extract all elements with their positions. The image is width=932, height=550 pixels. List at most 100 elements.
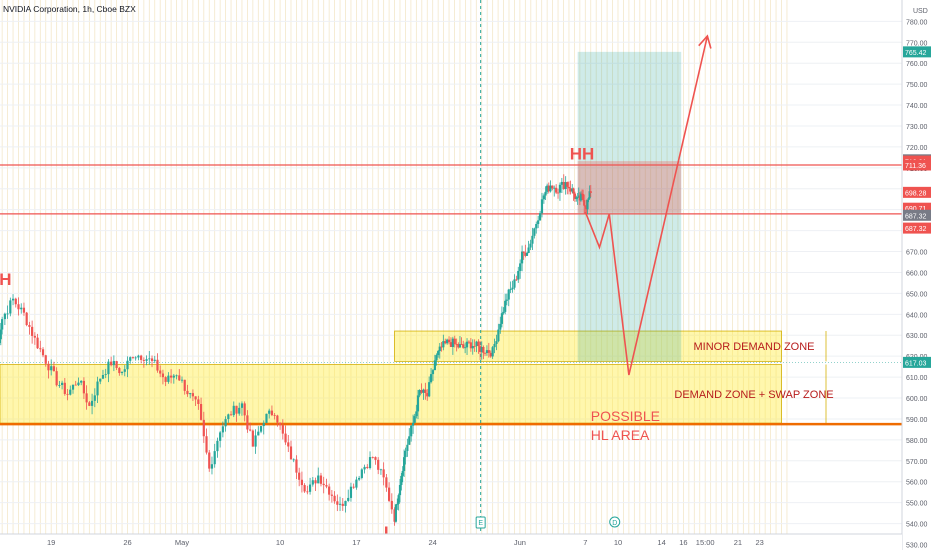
candle-body: [420, 390, 423, 393]
price-tick-label: 530.00: [906, 543, 928, 550]
price-tag: [903, 356, 931, 368]
candle-body: [47, 363, 50, 371]
candle-body: [281, 425, 284, 434]
price-tick-label: 750.00: [906, 82, 928, 89]
earnings-marker: [475, 516, 486, 529]
candle-body: [483, 352, 487, 354]
price-tick-label: 730.00: [906, 124, 928, 131]
event-marker-label: E: [478, 520, 483, 527]
candle-body: [112, 361, 115, 366]
candle-body: [558, 184, 562, 193]
price-tick-label: 760.00: [906, 61, 928, 68]
candle-body: [131, 357, 135, 358]
candle-body: [546, 185, 549, 192]
candle-body: [569, 188, 572, 192]
candle-body: [148, 358, 151, 360]
candle-body: [202, 419, 205, 437]
price-tag: [903, 222, 931, 234]
candle-body: [314, 480, 317, 484]
candle-body: [28, 325, 31, 327]
candle-body: [440, 346, 443, 348]
price-tag-label: 698.28: [905, 190, 927, 197]
candle-body: [513, 279, 516, 288]
chart-title: NVIDIA Corporation, 1h, Cboe BZX: [3, 4, 136, 14]
candle-body: [31, 326, 34, 336]
price-tick-label: 770.00: [906, 40, 928, 47]
candle-body: [303, 485, 306, 492]
candle-body: [507, 289, 510, 300]
candle-body: [451, 338, 454, 348]
price-tick-label: 650.00: [906, 291, 928, 298]
candle-body: [576, 197, 579, 199]
candle-body: [246, 415, 249, 430]
candle-body: [153, 359, 156, 361]
candle-body: [338, 503, 342, 505]
price-tag: [903, 209, 931, 221]
candle-body: [284, 433, 287, 443]
candle-body: [17, 304, 20, 310]
candle-body: [262, 422, 265, 427]
candle-body: [268, 410, 271, 414]
candle-body: [379, 469, 383, 471]
candle-body: [555, 187, 558, 193]
candle-body: [161, 373, 165, 378]
candle-body: [527, 247, 530, 253]
price-tag-label: 687.32: [905, 213, 927, 220]
candle-body: [511, 287, 514, 290]
candle-body: [44, 355, 47, 364]
candle-body: [579, 193, 583, 201]
candle-body: [549, 185, 552, 192]
candle-body: [505, 299, 508, 301]
candle-body: [219, 432, 222, 441]
time-tick-label: 7: [583, 538, 587, 547]
candle-body: [504, 300, 507, 312]
candle-body: [390, 500, 393, 510]
candle-body: [41, 349, 45, 356]
time-tick-label: 23: [756, 538, 764, 547]
price-tag: [903, 46, 931, 58]
candle-body: [197, 399, 200, 405]
annotation-label: HL AREA: [591, 427, 650, 443]
candle-body: [453, 338, 456, 345]
candle-body: [401, 470, 404, 476]
price-tick-label: 560.00: [906, 480, 928, 487]
candle-body: [447, 339, 451, 343]
price-tag-label: 617.03: [905, 360, 927, 367]
candle-body: [415, 411, 418, 417]
annotation-label: L: [384, 523, 394, 542]
candle-body: [93, 395, 96, 401]
candle-body: [319, 475, 323, 484]
candle-body: [480, 346, 483, 352]
candle-body: [164, 377, 167, 382]
candle-body: [126, 360, 129, 370]
candle-body: [542, 195, 545, 200]
candle-body: [1, 319, 4, 330]
candle-body: [500, 313, 504, 324]
candle-body: [393, 509, 396, 522]
time-tick-label: 10: [276, 538, 284, 547]
time-tick-label: 26: [123, 538, 131, 547]
candle-body: [279, 422, 282, 426]
candle-body: [517, 270, 520, 280]
candle-body: [63, 382, 66, 394]
candle-body: [52, 366, 56, 372]
candle-body: [495, 341, 498, 344]
candle-body: [435, 355, 438, 361]
candle-body: [14, 298, 17, 305]
candle-body: [422, 389, 425, 393]
candle-body: [477, 341, 480, 347]
candle-body: [580, 193, 584, 195]
candle-body: [426, 393, 429, 397]
candle-body: [118, 367, 121, 374]
candle-body: [355, 479, 358, 488]
candle-body: [180, 379, 184, 381]
candle-body: [411, 422, 415, 426]
candle-body: [566, 182, 569, 187]
candle-body: [519, 263, 522, 271]
candle-body: [330, 494, 333, 496]
price-tick-label: 570.00: [906, 459, 928, 466]
candle-body: [475, 341, 478, 347]
candle-body: [80, 380, 83, 383]
candle-body: [462, 344, 465, 348]
